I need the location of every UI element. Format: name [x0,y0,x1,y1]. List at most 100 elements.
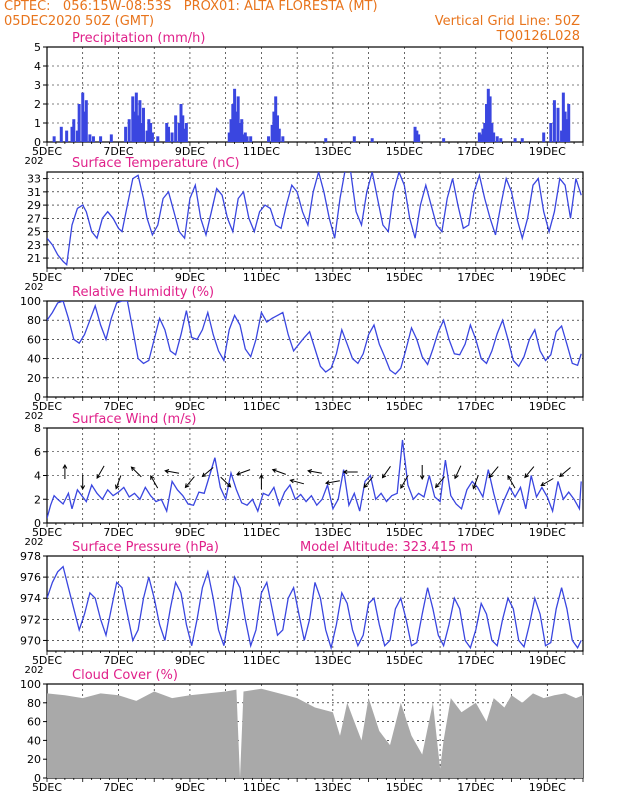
precip-bar [231,104,235,142]
wind-arrow [201,467,214,478]
wind-arrow [488,466,499,479]
precip-bar [542,132,546,142]
y-tick-label: 20 [27,753,41,766]
wind-arrow [540,478,554,487]
wind-arrow [259,473,264,489]
y-tick-label: 4 [34,60,41,73]
x-tick-label: 17DEC [457,781,494,794]
precip-bar [499,138,503,142]
wind-arrow [289,478,305,485]
wind-arrow [130,466,142,478]
wind-arrow [62,463,68,479]
precip-bar [183,128,187,142]
x-year-label: 202 [24,156,43,167]
x-tick-label: 9DEC [175,781,205,794]
precip-bar [549,123,553,142]
x-tick-label: 17DEC [457,400,494,413]
precip-bar [145,130,149,142]
x-tick-label: 13DEC [314,781,351,794]
x-tick-label: 5DEC [32,654,62,667]
precip-bar [236,96,240,142]
x-tick-label: 15DEC [386,654,423,667]
precip-bar [156,136,160,142]
precip-bar [417,134,421,142]
wind-arrow [164,469,180,474]
precip-bar [490,123,494,142]
precip-bar [370,138,374,142]
y-tick-label: 33 [27,173,41,186]
wind-arrow [324,480,340,485]
y-tick-label: 80 [27,697,41,710]
precip-bar [72,119,76,142]
wind-arrow [271,468,286,475]
precip-bar [488,96,492,142]
panel-title: Surface Wind (m/s) [72,412,196,427]
wind-arrow [400,475,409,490]
x-tick-label: 15DEC [386,271,423,284]
precip-bar [324,138,328,142]
y-tick-label: 60 [27,716,41,729]
precip-bar [240,119,244,142]
precip-bar [181,115,185,142]
y-tick-label: 0 [34,772,41,785]
precip-bar [413,126,417,142]
x-tick-label: 17DEC [457,145,494,158]
precip-bar [495,136,499,142]
x-year-label: 202 [24,282,43,293]
precip-bar [477,132,481,142]
y-tick-label: 40 [27,353,41,366]
header-datetime: 05DEC2020 50Z (GMT) [4,14,155,29]
series-layer [47,688,583,778]
precip-bar [84,100,88,142]
x-tick-label: 5DEC [32,271,62,284]
x-tick-label: 7DEC [103,526,133,539]
precip-bar [485,104,489,142]
y-tick-label: 974 [20,592,41,605]
x-tick-label: 15DEC [386,781,423,794]
precip-bar [352,136,356,142]
x-tick-label: 19DEC [529,271,566,284]
x-tick-label: 11DEC [243,526,280,539]
precip-bar [267,136,271,142]
y-tick-label: 25 [27,226,41,239]
x-tick-label: 15DEC [386,400,423,413]
y-tick-label: 0 [34,391,41,404]
x-tick-label: 11DEC [243,271,280,284]
y-tick-label: 976 [20,571,41,584]
wind-arrow [363,476,374,489]
wind-arrow [454,465,462,480]
precip-bar [483,123,487,142]
x-tick-label: 13DEC [314,271,351,284]
y-tick-label: 20 [27,372,41,385]
x-tick-label: 5DEC [32,781,62,794]
precip-bar [281,136,285,142]
wind-arrow [184,476,195,489]
precip-bar [147,119,151,142]
precip-bar [77,104,81,142]
precip-bar [150,132,154,142]
x-tick-label: 19DEC [529,781,566,794]
y-tick-label: 3 [34,79,41,92]
y-tick-label: 80 [27,314,41,327]
x-tick-label: 9DEC [175,271,205,284]
precip-bar [91,136,95,142]
panel-6: 0 20 40 60 80 100 5DEC 7DEC 9DEC 11DEC 13DEC 15DEC 1… [20,668,584,794]
y-tick-label: 6 [34,446,41,459]
precip-bar [70,126,74,142]
x-tick-label: 13DEC [314,654,351,667]
wind-arrow [96,465,105,480]
precip-bar [127,119,131,142]
y-tick-label: 31 [27,186,41,199]
precip-bar [277,128,281,142]
precip-bar [179,104,183,142]
y-tick-label: 27 [27,212,41,225]
wind-arrows [62,463,571,491]
precip-bar [141,107,145,142]
y-tick-label: 1 [34,117,41,130]
precip-bar [479,134,483,142]
x-tick-label: 5DEC [32,145,62,158]
y-tick-label: 60 [27,333,41,346]
wind-arrow [307,469,322,474]
precip-bar [81,92,85,142]
